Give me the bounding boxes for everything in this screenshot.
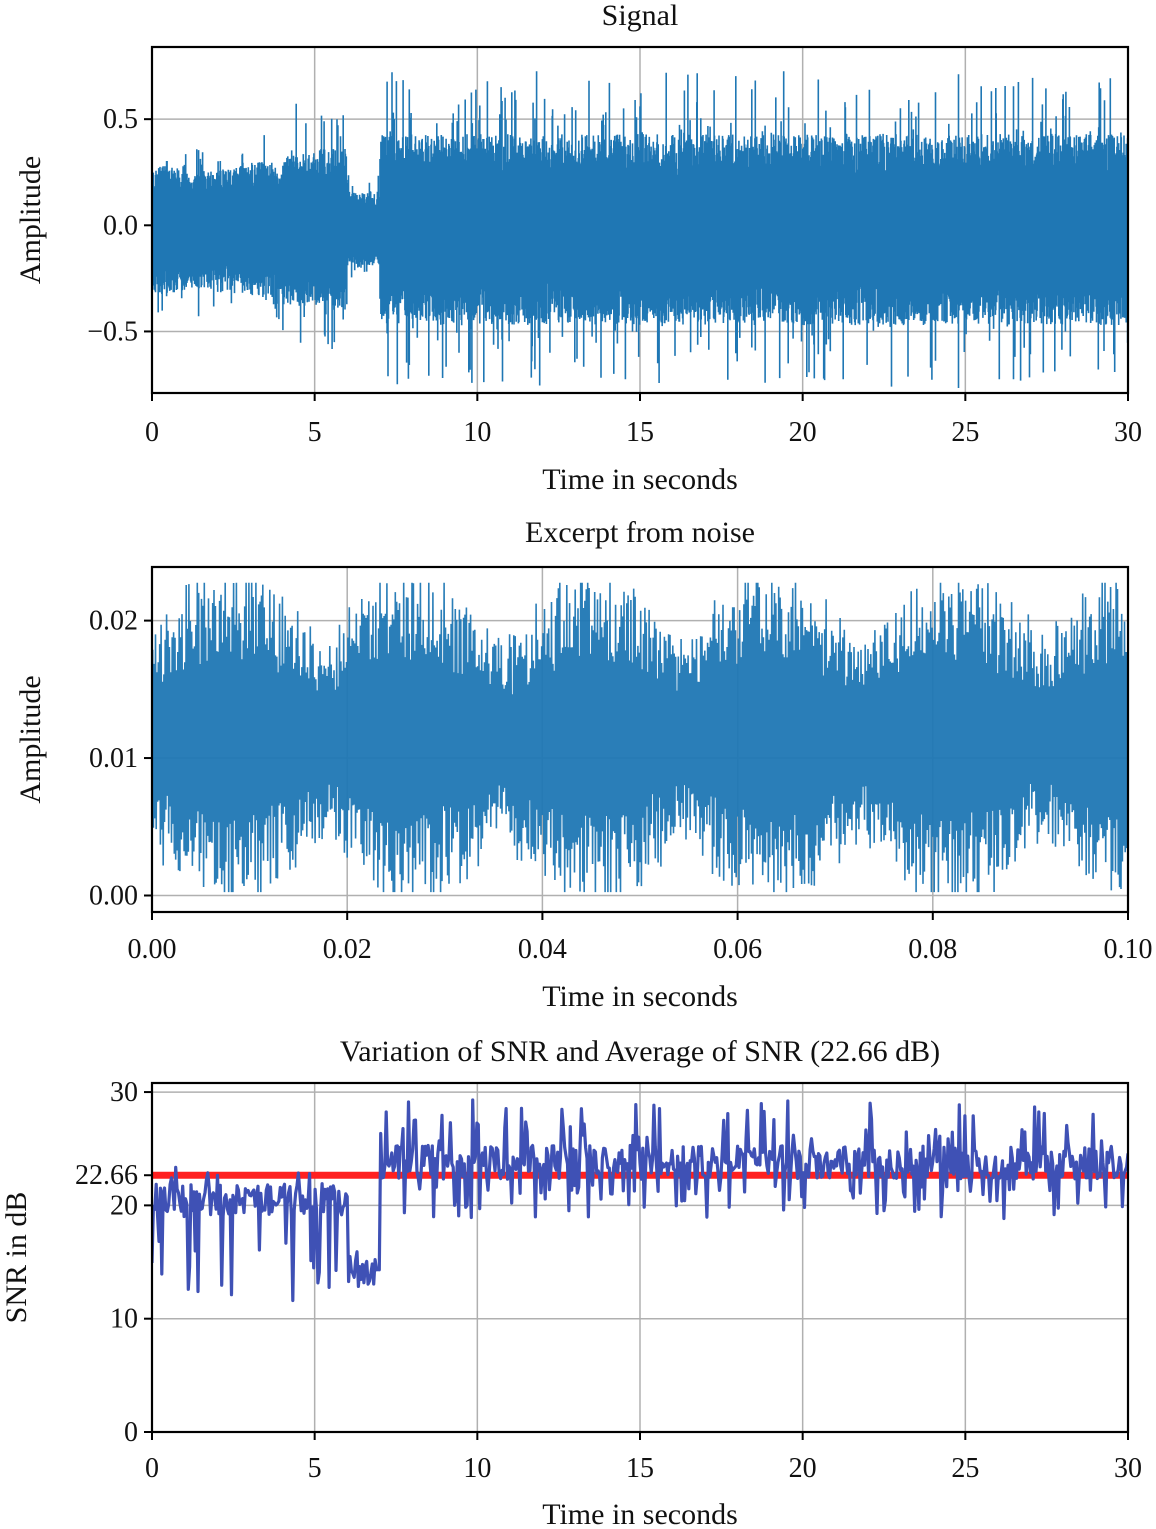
x-axis-label: Time in seconds — [542, 980, 738, 1013]
plot-area — [152, 1098, 1128, 1303]
chart-panel-1: Signal Time in seconds Amplitude 0 5 10 15 20 25… — [14, 0, 1142, 496]
chart-title: Excerpt from noise — [525, 516, 755, 549]
y-tick-label: 0.0 — [103, 210, 138, 241]
noise-waveform — [152, 582, 1128, 893]
signal-waveform — [152, 71, 1128, 388]
x-axis-label: Time in seconds — [542, 1498, 738, 1529]
x-tick-label: 0 — [145, 417, 159, 448]
y-tick-label: 20 — [110, 1190, 138, 1221]
y-tick-label: 0.00 — [89, 881, 138, 912]
snr-line — [152, 1098, 1128, 1303]
y-axis-label: SNR in dB — [0, 1192, 33, 1324]
chart-title: Variation of SNR and Average of SNR (22.… — [340, 1035, 940, 1068]
y-tick-label: 0 — [124, 1417, 138, 1448]
x-tick-label: 0.04 — [518, 934, 567, 965]
y-tick-label: −0.5 — [87, 316, 138, 347]
x-tick-label: 30 — [1114, 1453, 1142, 1484]
x-tick-label: 30 — [1114, 417, 1142, 448]
x-tick-label: 15 — [626, 1453, 654, 1484]
x-tick-label: 0.06 — [713, 934, 762, 965]
x-tick-label: 15 — [626, 417, 654, 448]
x-tick-label: 10 — [463, 417, 491, 448]
y-axis-label: Amplitude — [14, 156, 47, 284]
x-tick-label: 0.10 — [1104, 934, 1153, 965]
x-tick-label: 0.00 — [128, 934, 177, 965]
x-tick-label: 25 — [951, 1453, 979, 1484]
chart-panel-3: Variation of SNR and Average of SNR (22.… — [0, 1035, 1142, 1529]
x-tick-label: 10 — [463, 1453, 491, 1484]
y-tick-label: 30 — [110, 1077, 138, 1108]
x-tick-label: 5 — [308, 417, 322, 448]
y-axis-label: Amplitude — [14, 675, 47, 803]
x-tick-label: 0 — [145, 1453, 159, 1484]
plot-frame — [150, 565, 1130, 914]
x-tick-label: 25 — [951, 417, 979, 448]
plot-area — [152, 71, 1128, 388]
y-tick-label: 0.01 — [89, 743, 138, 774]
chart-title: Signal — [602, 0, 679, 32]
chart-panel-2: Excerpt from noise Time in seconds Amplitu… — [14, 516, 1153, 1013]
x-tick-label: 5 — [308, 1453, 322, 1484]
y-tick-label: 10 — [110, 1304, 138, 1335]
y-tick-label: 0.5 — [103, 104, 138, 135]
y-tick-label: 22.66 — [75, 1160, 138, 1191]
x-tick-label: 0.02 — [323, 934, 372, 965]
y-tick-label: 0.02 — [89, 606, 138, 637]
x-tick-label: 20 — [789, 1453, 817, 1484]
x-tick-label: 0.08 — [908, 934, 957, 965]
plot-area — [152, 582, 1128, 893]
x-axis-label: Time in seconds — [542, 463, 738, 496]
x-tick-label: 20 — [789, 417, 817, 448]
